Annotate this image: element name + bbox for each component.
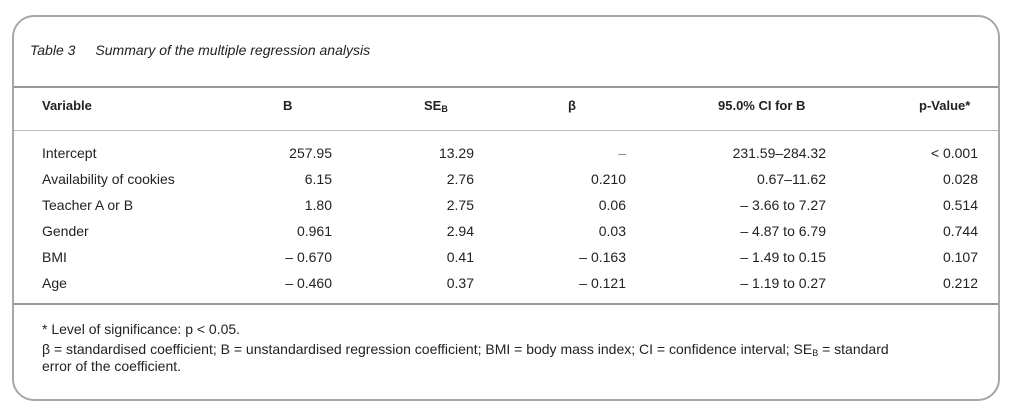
cell-beta: –	[618, 145, 626, 161]
table-bottom-rule	[14, 303, 998, 305]
header-se-text: SE	[424, 98, 442, 113]
cell-b: – 0.460	[285, 275, 332, 291]
header-bottom-rule	[14, 130, 998, 131]
cell-p: 0.107	[942, 249, 978, 265]
cell-beta: – 0.163	[579, 249, 626, 265]
cell-beta: – 0.121	[579, 275, 626, 291]
cell-b: 0.961	[296, 223, 332, 239]
cell-p: 0.028	[942, 171, 978, 187]
header-se: SEB	[424, 98, 448, 114]
cell-variable: Intercept	[42, 145, 97, 161]
table-panel	[12, 15, 1000, 401]
cell-p: 0.744	[942, 223, 978, 239]
table-label: Table 3	[30, 42, 76, 58]
header-beta: β	[568, 98, 576, 113]
cell-se: 0.41	[446, 249, 474, 265]
cell-beta: 0.03	[598, 223, 626, 239]
cell-p: 0.514	[942, 197, 978, 213]
cell-ci: – 3.66 to 7.27	[740, 197, 826, 213]
cell-variable: Gender	[42, 223, 89, 239]
cell-variable: Availability of cookies	[42, 171, 175, 187]
header-p-value: p-Value*	[919, 98, 971, 113]
table-caption: Table 3 Summary of the multiple regressio…	[30, 42, 370, 58]
header-b: B	[283, 98, 293, 113]
cell-variable: Age	[42, 275, 67, 291]
cell-ci: 0.67–11.62	[756, 171, 826, 187]
footnote-significance: * Level of significance: p < 0.05.	[42, 321, 241, 337]
cell-se: 2.76	[446, 171, 474, 187]
cell-b: – 0.670	[285, 249, 332, 265]
cell-variable: Teacher A or B	[42, 197, 134, 213]
footnote-se-subscript: B	[812, 348, 819, 358]
cell-p: 0.212	[942, 275, 978, 291]
cell-se: 2.94	[446, 223, 474, 239]
cell-ci: – 4.87 to 6.79	[740, 223, 826, 239]
footnote-abbreviations-tail: = standard	[818, 341, 889, 357]
footnote-abbreviations-text: β = standardised coefficient; B = unstan…	[42, 341, 813, 357]
header-top-rule	[14, 86, 998, 88]
cell-se: 0.37	[446, 275, 474, 291]
header-se-subscript: B	[441, 104, 448, 114]
cell-se: 13.29	[438, 145, 474, 161]
cell-variable: BMI	[42, 249, 67, 265]
footnote-abbreviations: β = standardised coefficient; B = unstan…	[42, 341, 889, 362]
header-ci: 95.0% CI for B	[718, 98, 806, 113]
cell-b: 1.80	[304, 197, 332, 213]
footnote-abbreviations-continued: error of the coefficient.	[42, 358, 182, 374]
cell-ci: – 1.49 to 0.15	[740, 249, 826, 265]
header-variable: Variable	[42, 98, 92, 113]
table-title: Summary of the multiple regression analy…	[95, 42, 371, 58]
cell-beta: 0.210	[590, 171, 626, 187]
cell-b: 257.95	[289, 145, 332, 161]
cell-p: < 0.001	[930, 145, 978, 161]
cell-beta: 0.06	[598, 197, 626, 213]
cell-ci: 231.59–284.32	[732, 145, 826, 161]
cell-se: 2.75	[446, 197, 474, 213]
cell-b: 6.15	[304, 171, 332, 187]
cell-ci: – 1.19 to 0.27	[740, 275, 826, 291]
